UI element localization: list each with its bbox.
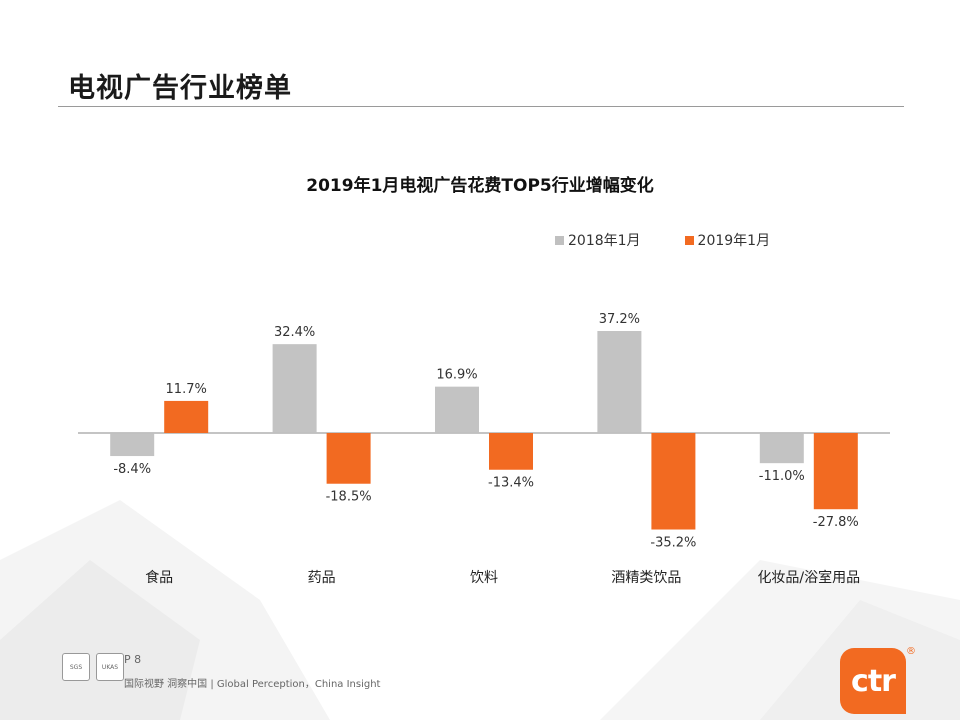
category-label-4: 化妆品/浴室用品: [757, 569, 860, 586]
chart-legend: 2018年1月 2019年1月: [555, 230, 770, 250]
category-label-3: 酒精类饮品: [611, 570, 681, 586]
legend-item-2019: 2019年1月: [684, 230, 771, 250]
bar-chart: -8.4% 11.7% 食品 32.4% -18.5% 药品 16.9% -13.4% 饮料 37…: [78, 312, 890, 586]
category-label-0: 食品: [145, 569, 173, 586]
data-label-2019-0: 11.7%: [166, 382, 207, 397]
ctr-logo: ctr: [840, 648, 906, 714]
page-title: 电视广告行业榜单: [68, 73, 292, 104]
data-label-2018-1: 32.4%: [274, 325, 315, 340]
footer-tagline: 国际视野 洞察中国 | Global Perception，China Insi…: [124, 679, 381, 690]
legend-label-2019: 2019年1月: [697, 233, 771, 249]
data-label-2018-4: -11.0%: [759, 469, 805, 484]
legend-swatch-2019: [684, 235, 694, 245]
legend-swatch-2018: [555, 235, 564, 245]
title-divider: [58, 106, 904, 107]
chart-title: 2019年1月电视广告花费TOP5行业增幅变化: [306, 176, 654, 196]
data-label-2019-4: -27.8%: [813, 515, 859, 530]
data-label-2019-1: -18.5%: [326, 490, 372, 505]
bar-2019-3: [651, 433, 696, 530]
data-label-2018-0: -8.4%: [113, 462, 151, 477]
bar-2018-0: [110, 433, 155, 457]
bar-2019-4: [813, 433, 858, 510]
sgs-badge-icon: SGS: [62, 653, 90, 681]
registered-mark: ®: [906, 646, 916, 657]
bar-2018-1: [272, 344, 317, 433]
bar-2019-2: [489, 433, 533, 470]
page-number: P 8: [124, 653, 142, 666]
certification-badges: SGS UKAS: [62, 653, 124, 681]
data-label-2018-2: 16.9%: [436, 368, 477, 383]
legend-item-2018: 2018年1月: [555, 230, 641, 250]
bar-2019-1: [326, 433, 371, 484]
data-label-2019-2: -13.4%: [488, 476, 534, 491]
ukas-badge-icon: UKAS: [96, 653, 124, 681]
bar-2019-0: [164, 400, 209, 433]
data-label-2018-3: 37.2%: [599, 312, 640, 327]
data-label-2019-3: -35.2%: [650, 536, 696, 551]
category-label-2: 饮料: [470, 570, 498, 586]
legend-label-2018: 2018年1月: [568, 233, 641, 249]
category-label-1: 药品: [308, 570, 336, 586]
bar-2018-2: [435, 386, 479, 433]
bar-2018-4: [759, 433, 804, 464]
bar-2018-3: [597, 331, 642, 433]
